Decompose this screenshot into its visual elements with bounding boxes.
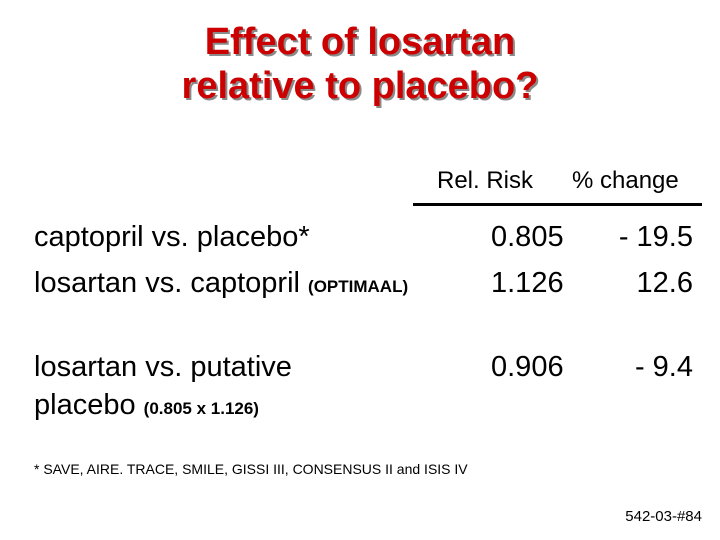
- row-captopril-vs-placebo-rel-risk: 0.805: [491, 221, 564, 253]
- row-losartan-vs-captopril-pct-change: 12.6: [636, 267, 693, 299]
- row-losartan-vs-captopril-rel-risk: 1.126: [491, 267, 564, 299]
- row-losartan-vs-putative-placebo-label-line-1: losartan vs. putative: [34, 350, 292, 384]
- row-captopril-vs-placebo-label: captopril vs. placebo*: [34, 220, 310, 254]
- row-losartan-vs-putative-placebo-rel-risk: 0.906: [491, 351, 564, 383]
- header-underline: [413, 203, 702, 206]
- row-note: (0.805 x 1.126): [143, 399, 259, 418]
- slide-title: Effect of losartan relative to placebo?: [0, 20, 720, 108]
- row-note: (OPTIMAAL): [308, 277, 409, 296]
- footnote: * SAVE, AIRE. TRACE, SMILE, GISSI III, C…: [34, 461, 468, 477]
- row-label-text: losartan vs. captopril: [34, 267, 300, 299]
- column-header-rel-risk: Rel. Risk: [437, 167, 534, 194]
- row-label-text: placebo: [34, 389, 136, 421]
- slide-title-line-2: relative to placebo?: [181, 65, 539, 107]
- slide-title-line-1: Effect of losartan: [204, 21, 516, 63]
- slide-id: 542-03-#84: [625, 508, 702, 525]
- row-label-text: losartan vs. putative: [34, 351, 292, 383]
- row-label-text: captopril vs. placebo*: [34, 221, 310, 253]
- row-losartan-vs-putative-placebo-label-line-2: placebo (0.805 x 1.126): [34, 388, 259, 426]
- row-losartan-vs-captopril-label: losartan vs. captopril (OPTIMAAL): [34, 266, 408, 304]
- row-losartan-vs-putative-placebo-pct-change: - 9.4: [634, 351, 693, 383]
- row-captopril-vs-placebo-pct-change: - 19.5: [618, 221, 693, 253]
- column-header-pct-change: % change: [572, 167, 679, 194]
